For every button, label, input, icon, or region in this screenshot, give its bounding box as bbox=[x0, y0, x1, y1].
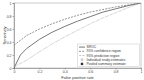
x-tick: 0.2 bbox=[37, 68, 42, 74]
y-tick-mark bbox=[13, 29, 15, 30]
series-line bbox=[14, 3, 141, 45]
y-tick-label: 0 bbox=[10, 67, 12, 71]
legend-box bbox=[78, 44, 140, 67]
y-tick-mark bbox=[13, 55, 15, 56]
chart: 0 0.2 0.4 0.6 0.8 1 0 0.2 0.4 0.6 0.8 1 False positi… bbox=[0, 0, 144, 80]
x-tick-label: 1 bbox=[141, 70, 143, 74]
x-tick-label: 0.8 bbox=[114, 70, 119, 74]
y-axis-line bbox=[13, 4, 15, 69]
y-tick-mark bbox=[13, 42, 15, 43]
y-tick: 0 bbox=[10, 67, 14, 71]
y-tick-label: 0.8 bbox=[7, 15, 12, 19]
x-axis: 0 0.2 0.4 0.6 0.8 1 bbox=[14, 68, 143, 74]
y-tick-label: 0.4 bbox=[7, 41, 12, 45]
x-tick-label: 0.2 bbox=[37, 70, 42, 74]
x-axis-title: False positive rate bbox=[61, 75, 94, 80]
y-tick: 0.8 bbox=[7, 15, 14, 19]
y-tick-label: 0.6 bbox=[7, 28, 12, 32]
y-tick: 0.4 bbox=[7, 41, 14, 45]
legend: SROC95% confidence region95% prediction … bbox=[78, 44, 140, 67]
y-tick-label: 1 bbox=[10, 2, 12, 6]
legend-swatch bbox=[81, 59, 83, 61]
y-tick-mark bbox=[13, 68, 15, 69]
y-tick: 0.2 bbox=[7, 54, 14, 58]
x-tick-label: 0.4 bbox=[63, 70, 68, 74]
legend-label: Pooled summary estimate bbox=[87, 62, 126, 66]
legend-swatch bbox=[81, 63, 83, 65]
x-tick: 0.8 bbox=[114, 68, 119, 74]
series-line bbox=[14, 3, 141, 67]
legend-swatch bbox=[79, 55, 85, 56]
y-tick: 1 bbox=[10, 2, 14, 6]
x-tick: 1 bbox=[141, 68, 143, 74]
legend-swatch bbox=[79, 47, 85, 48]
y-tick: 0.6 bbox=[7, 28, 14, 32]
plot-area bbox=[14, 3, 141, 68]
y-axis-title: Sensitivity bbox=[2, 26, 7, 44]
y-tick-label: 0.2 bbox=[7, 54, 12, 58]
x-axis-line bbox=[15, 69, 142, 70]
x-tick: 0 bbox=[14, 68, 16, 74]
x-tick: 0.4 bbox=[63, 68, 68, 74]
plot-frame bbox=[14, 3, 141, 68]
x-tick: 0.6 bbox=[88, 68, 93, 74]
legend-swatch bbox=[79, 51, 85, 52]
y-axis: 0 0.2 0.4 0.6 0.8 1 bbox=[7, 2, 15, 71]
x-tick-label: 0.6 bbox=[88, 70, 93, 74]
series-line bbox=[14, 3, 141, 68]
y-tick-mark bbox=[13, 3, 15, 4]
y-tick-mark bbox=[13, 16, 15, 17]
x-tick-label: 0 bbox=[14, 70, 16, 74]
